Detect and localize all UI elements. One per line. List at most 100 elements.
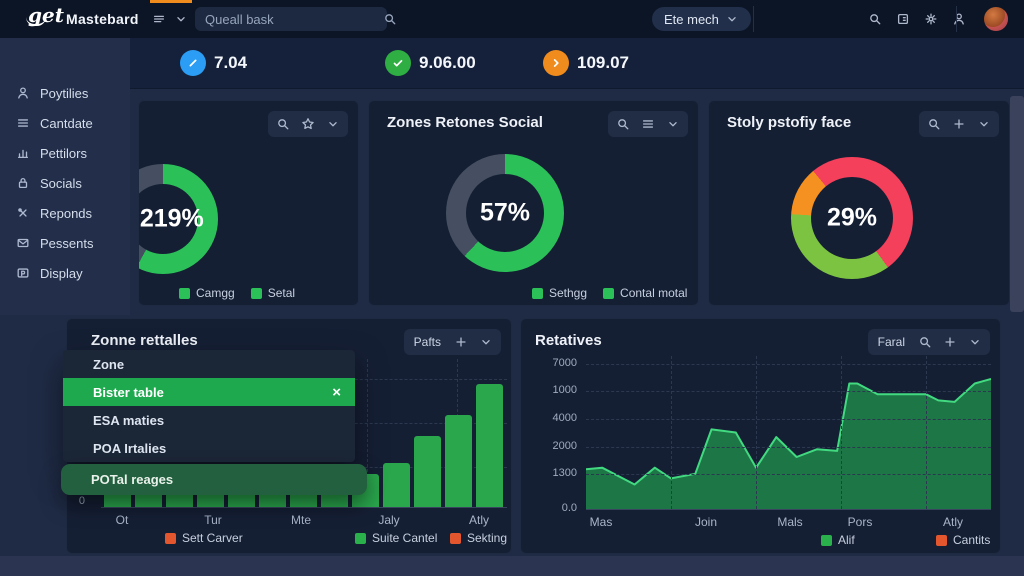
sidebar-item-poytilies[interactable]: Poytilies <box>0 78 130 108</box>
legend-item: Contal motal <box>603 286 687 300</box>
plus-icon[interactable] <box>947 113 971 135</box>
chevron-down-icon[interactable] <box>661 113 685 135</box>
lock-icon <box>16 176 30 190</box>
sidebar-item-cantdate[interactable]: Cantdate <box>0 108 130 138</box>
chevron-down-icon[interactable] <box>972 113 996 135</box>
x-tick-label: Mas <box>590 515 613 529</box>
nav-icons[interactable] <box>150 7 190 31</box>
profile-menu-button[interactable]: Ete mech <box>652 7 751 31</box>
user-icon[interactable] <box>950 8 968 30</box>
sidebar: Poytilies Cantdate Pettilors Socials Reponds… <box>0 38 130 315</box>
search-icon[interactable] <box>611 113 635 135</box>
card-toolbar <box>919 111 999 137</box>
legend-label: Alif <box>838 533 855 547</box>
bar <box>414 436 441 507</box>
sidebar-item-label: Poytilies <box>40 86 88 101</box>
chart-legend: Sethgg Contal motal <box>532 286 687 300</box>
sidebar-item-label: Pessents <box>40 236 93 251</box>
legend-swatch <box>603 288 614 299</box>
zone-dropdown-menu: ZoneBister table× ESA maties POA Irtalies <box>63 350 355 462</box>
stat-value: 9.06.00 <box>419 53 476 73</box>
sidebar-item-display[interactable]: Display <box>0 258 130 288</box>
x-tick-label: Atly <box>469 513 489 527</box>
chevron-down-icon[interactable] <box>474 331 498 353</box>
legend-label: Suite Cantel <box>372 531 437 545</box>
menu-icon[interactable] <box>150 8 168 30</box>
chevron-down-icon[interactable] <box>963 331 987 353</box>
toolbar-label[interactable]: Faral <box>871 335 912 349</box>
topbar-icons[interactable] <box>866 7 968 31</box>
sidebar-item-socials[interactable]: Socials <box>0 168 130 198</box>
search-icon <box>383 12 397 26</box>
dropdown-item-highlighted[interactable]: POTal reages <box>61 464 367 495</box>
chevron-down-icon[interactable] <box>321 113 345 135</box>
y-axis-zero: 0 <box>43 495 85 507</box>
user-avatar[interactable] <box>984 7 1008 31</box>
close-icon[interactable]: × <box>332 384 341 401</box>
plus-icon[interactable] <box>938 331 962 353</box>
dropdown-item[interactable]: Zone <box>63 350 355 378</box>
list-icon <box>16 116 30 130</box>
search-icon[interactable] <box>922 113 946 135</box>
dropdown-item-label: ESA maties <box>93 413 164 428</box>
sidebar-item-label: Pettilors <box>40 146 87 161</box>
star-icon[interactable] <box>296 113 320 135</box>
tools-icon <box>16 206 30 220</box>
area-chart <box>586 356 991 509</box>
search-icon <box>918 335 932 349</box>
search-icon[interactable] <box>383 8 397 30</box>
area-plot-area <box>586 356 991 510</box>
legend-label: Sett Carver <box>182 531 243 545</box>
list-icon <box>641 117 655 131</box>
legend-item: Sekting <box>450 531 507 545</box>
sidebar-item-reponds[interactable]: Reponds <box>0 198 130 228</box>
gear-icon <box>924 12 938 26</box>
chevron-down-icon <box>326 117 340 131</box>
list-icon[interactable] <box>636 113 660 135</box>
legend-item: Setal <box>251 286 295 300</box>
search-icon[interactable] <box>913 331 937 353</box>
display-icon <box>16 266 30 280</box>
dropdown-item[interactable]: POA Irtalies <box>63 434 355 462</box>
legend-item: Camgg <box>179 286 235 300</box>
gear-icon[interactable] <box>922 8 940 30</box>
search-icon[interactable] <box>271 113 295 135</box>
plus-icon <box>952 117 966 131</box>
search-input[interactable] <box>203 11 383 28</box>
mail-icon <box>16 236 30 250</box>
dropdown-item[interactable]: Bister table× <box>63 378 355 406</box>
panel-icon[interactable] <box>894 8 912 30</box>
sidebar-item-label: Socials <box>40 176 82 191</box>
plus-icon <box>943 335 957 349</box>
legend-swatch <box>821 535 832 546</box>
legend-swatch <box>450 533 461 544</box>
tools-icon <box>16 206 30 220</box>
bar-chart-icon <box>16 146 30 160</box>
x-tick-label: Pors <box>848 515 873 529</box>
search-icon[interactable] <box>866 8 884 30</box>
sidebar-item-pettilors[interactable]: Pettilors <box>0 138 130 168</box>
x-tick-label: Jaly <box>378 513 399 527</box>
panel-icon <box>896 12 910 26</box>
dropdown-item[interactable]: ESA maties <box>63 406 355 434</box>
legend-item: Cantits <box>936 533 990 547</box>
scrollbar[interactable] <box>1010 96 1024 312</box>
legend-swatch <box>165 533 176 544</box>
bar <box>476 384 503 507</box>
chart-legend: Alif Cantits <box>521 533 1002 549</box>
chevron-down-icon[interactable] <box>172 8 190 30</box>
x-tick-label: Join <box>695 515 717 529</box>
legend-swatch <box>251 288 262 299</box>
x-tick-label: Mals <box>777 515 802 529</box>
x-tick-label: Atly <box>943 515 963 529</box>
sidebar-item-pessents[interactable]: Pessents <box>0 228 130 258</box>
card-donut-2: Zones Retones Social 57% SethggContal mo… <box>368 100 699 306</box>
global-search[interactable] <box>195 7 387 31</box>
app-logo[interactable]: get <box>28 3 64 27</box>
card-title: Retatives <box>535 332 602 349</box>
plus-icon[interactable] <box>449 331 473 353</box>
bar <box>445 415 472 507</box>
toolbar-label[interactable]: Pafts <box>407 335 448 349</box>
legend-swatch <box>532 288 543 299</box>
legend-item: Sethgg <box>532 286 587 300</box>
